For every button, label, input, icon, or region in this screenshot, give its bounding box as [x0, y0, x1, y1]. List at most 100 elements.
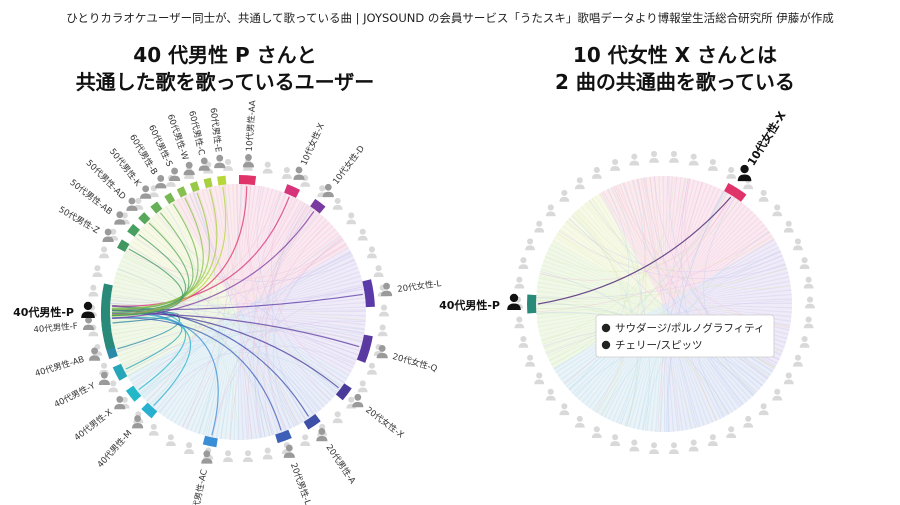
left-user-label: 20代女性-L: [397, 278, 442, 295]
left-user-icon: [300, 434, 310, 446]
left-user-icon: [149, 424, 159, 436]
right-user-icon: [743, 416, 753, 428]
left-user-label: 60代男性-C: [186, 110, 207, 157]
right-user-icon: [772, 389, 782, 401]
right-user-icon: [525, 238, 535, 250]
right-user-icon: [592, 426, 602, 438]
right-user-icon: [689, 154, 699, 166]
left-user-icon: [223, 159, 233, 171]
left-user-label: 20代女性-X: [363, 404, 406, 440]
right-focus-arc-p: [527, 294, 536, 313]
right-user-icon: [546, 204, 556, 216]
right-focus-icon-x: [738, 165, 752, 181]
right-user-icon: [726, 426, 736, 438]
right-user-icon: [534, 372, 544, 384]
left-user-label: 20代男性-L: [288, 461, 314, 505]
right-focus-label-x: 10代女性-X: [744, 108, 789, 168]
right-user-icon: [629, 440, 639, 452]
left-user-icon: [346, 212, 356, 224]
left-user-label: 50代男性-Z: [57, 204, 102, 236]
left-user-icon: [184, 162, 195, 175]
left-user-label: 40代男性-Y: [52, 380, 97, 410]
left-user-icon: [184, 442, 194, 454]
left-user-label: 20代男性-A: [323, 442, 357, 486]
right-user-icon: [800, 257, 810, 269]
right-user-icon: [575, 416, 585, 428]
left-user-icon: [140, 185, 151, 198]
left-user-icon: [379, 305, 389, 317]
right-user-icon: [726, 167, 736, 179]
right-user-icon: [525, 355, 535, 367]
left-chord-diagram: 40代男性-F 40代男性-AB40代男性-Y40代男性-X40代男性-M 30代男…: [13, 100, 442, 505]
left-user-icon: [99, 246, 109, 258]
left-user-icon: [214, 155, 225, 168]
right-user-icon: [805, 297, 815, 309]
left-user-icon: [223, 450, 233, 462]
right-chord-diagram: 40代男性-P10代女性-Xサウダージ/ポルノグラフィティチェリー/スピッツ: [439, 108, 815, 454]
left-user-icon: [92, 265, 102, 277]
common-songs-tooltip: サウダージ/ポルノグラフィティチェリー/スピッツ: [596, 315, 774, 357]
left-user-icon: [282, 167, 292, 179]
left-user-label: 60代男性-E: [207, 107, 223, 153]
left-user-icon: [243, 154, 254, 167]
right-user-icon: [518, 336, 528, 348]
right-user-icon: [759, 403, 769, 415]
left-user-icon: [155, 175, 166, 188]
common-song-item: サウダージ/ポルノグラフィティ: [615, 322, 765, 335]
right-user-icon: [559, 403, 569, 415]
right-user-icon: [793, 238, 803, 250]
right-user-icon: [669, 442, 679, 454]
right-user-icon: [784, 221, 794, 233]
right-user-icon: [649, 151, 659, 163]
right-user-icon: [759, 190, 769, 202]
right-user-icon: [649, 442, 659, 454]
left-user-icon: [323, 184, 334, 197]
right-user-icon: [772, 204, 782, 216]
left-user-icon: [263, 162, 273, 174]
left-user-icon: [293, 167, 304, 180]
left-user-label: 30代男性-AC: [189, 468, 210, 505]
right-user-icon: [514, 277, 524, 289]
left-user-icon: [378, 324, 388, 336]
right-user-icon: [546, 389, 556, 401]
left-user-icon: [166, 434, 176, 446]
left-user-icon: [358, 229, 368, 241]
left-user-icon: [367, 363, 377, 375]
left-user-icon: [333, 198, 343, 210]
left-user-label: 40代男性-M: [95, 428, 134, 470]
right-user-icon: [669, 151, 679, 163]
left-user-arc: [204, 178, 213, 188]
left-user-label: 10代女性-X: [298, 121, 327, 167]
left-user-label: 10代男性-AA: [244, 100, 259, 152]
left-user-icon: [333, 411, 343, 423]
right-user-icon: [610, 159, 620, 171]
left-user-label: 10代女性-D: [330, 143, 367, 187]
left-user-icon: [367, 246, 377, 258]
right-user-icon: [514, 316, 524, 328]
left-user-icon: [358, 380, 368, 392]
left-user-icon: [243, 450, 253, 462]
left-user-icon: [108, 380, 118, 392]
left-user-label: 40代男性-X: [72, 407, 115, 444]
left-user-icon: [374, 265, 384, 277]
right-user-icon: [800, 336, 810, 348]
right-user-icon: [804, 277, 814, 289]
left-user-icon: [83, 317, 94, 330]
right-user-icon: [592, 167, 602, 179]
common-song-item: チェリー/スピッツ: [615, 340, 703, 352]
left-user-label: 40代男性-F: [33, 321, 78, 336]
right-user-icon: [610, 434, 620, 446]
left-user-arc: [239, 175, 256, 185]
right-user-icon: [629, 154, 639, 166]
right-user-icon: [518, 257, 528, 269]
left-user-arc: [217, 176, 226, 186]
left-user-icon: [88, 285, 98, 297]
right-user-icon: [708, 159, 718, 171]
left-user-label: 20代女性-Q: [391, 351, 439, 374]
right-user-icon: [784, 372, 794, 384]
song-bullet-icon: [602, 341, 610, 349]
right-user-icon: [804, 316, 814, 328]
left-user-label: 40代男性-AB: [34, 354, 86, 379]
left-focus-label: 40代男性-P: [13, 305, 74, 319]
